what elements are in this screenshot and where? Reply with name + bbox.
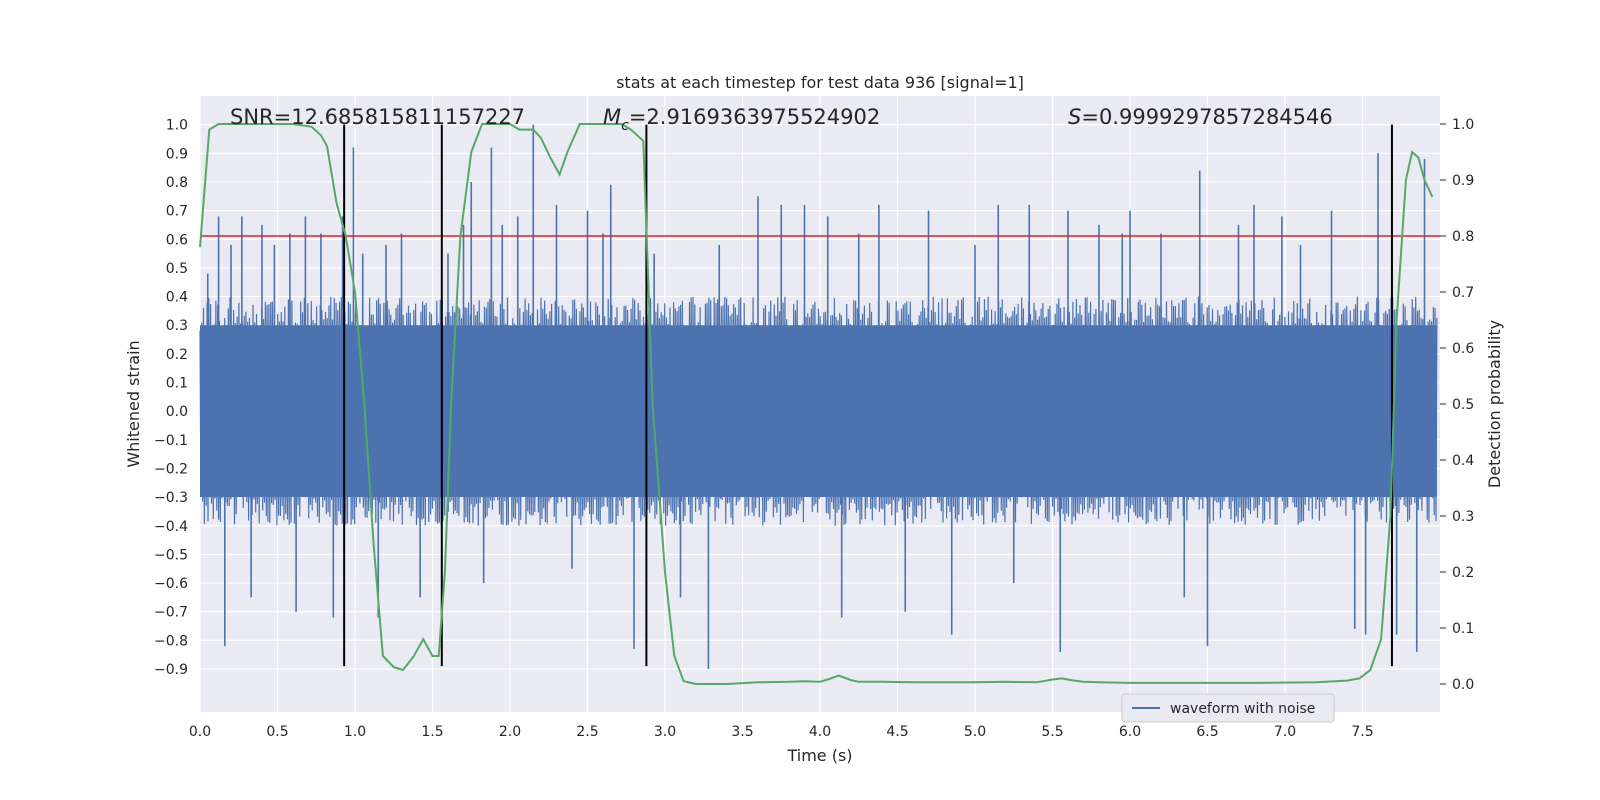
y-left-tick-label-6: 0.4 [166,290,188,306]
y-right-tick-label-7: 0.3 [1452,509,1474,525]
waveform-core-band [200,325,1437,498]
x-tick-label-13: 6.5 [1196,724,1218,740]
y-right-tick-label-5: 0.5 [1452,397,1474,413]
y-left-tick-labels: 1.0 0.9 0.8 0.7 0.6 0.5 0.4 0.3 0.2 0.1 0.0 −0.1 −0.… [154,118,188,678]
y-left-tick-label-16: −0.6 [154,576,188,592]
x-tick-labels: 0.0 0.5 1.0 1.5 2.0 2.5 3.0 3.5 4.0 4.5 5.0 5.5 6.0 6… [189,724,1374,740]
x-tick-label-2: 1.0 [344,724,366,740]
x-tick-label-0: 0.0 [189,724,211,740]
x-tick-label-9: 4.5 [886,724,908,740]
y-left-tick-label-14: −0.4 [154,519,188,535]
y-right-tick-label-10: 0.0 [1452,677,1474,693]
y-right-tick-label-6: 0.4 [1452,453,1474,469]
y-right-tick-label-9: 0.1 [1452,621,1474,637]
y-left-tick-label-4: 0.6 [166,232,188,248]
legend-entry-waveform: waveform with noise [1170,701,1315,717]
chirp-mass-annotation: Mc=2.9169363975524902 [603,105,880,134]
x-tick-label-1: 0.5 [266,724,288,740]
detection-probability-series [199,123,1434,685]
x-tick-label-3: 1.5 [421,724,443,740]
legend: waveform with noise [1121,693,1335,723]
y-right-tick-label-3: 0.7 [1452,285,1474,301]
y-axis-label-right: Detection probability [1485,320,1504,488]
y-left-tick-label-18: −0.8 [154,633,188,649]
chart-title: stats at each timestep for test data 936… [616,73,1024,92]
y-right-tick-labels: 1.0 0.9 0.8 0.7 0.6 0.5 0.4 0.3 0.2 0.1 0.0 [1440,117,1474,693]
x-tick-label-15: 7.5 [1351,724,1373,740]
x-tick-label-6: 3.0 [654,724,676,740]
y-right-tick-label-2: 0.8 [1452,229,1474,245]
x-tick-label-5: 2.5 [576,724,598,740]
score-annotation: S=0.9999297857284546 [1068,105,1333,129]
waveform-series [199,124,1438,670]
y-left-tick-label-7: 0.3 [166,318,188,334]
legend-box [1121,693,1335,723]
y-left-tick-label-3: 0.7 [166,204,188,220]
y-left-tick-label-5: 0.5 [166,261,188,277]
y-left-tick-label-15: −0.5 [154,547,188,563]
y-left-tick-label-2: 0.8 [166,175,188,191]
y-right-tick-label-8: 0.2 [1452,565,1474,581]
x-tick-label-7: 3.5 [731,724,753,740]
chirp-mass-symbol: M [603,105,621,129]
y-left-tick-label-13: −0.3 [154,490,188,506]
x-tick-label-11: 5.5 [1041,724,1063,740]
x-tick-label-10: 5.0 [964,724,986,740]
x-tick-label-8: 4.0 [809,724,831,740]
y-axis-label-left: Whitened strain [124,340,143,467]
y-left-tick-label-19: −0.9 [154,662,188,678]
y-left-tick-label-11: −0.1 [154,433,188,449]
y-left-tick-label-9: 0.1 [166,376,188,392]
y-left-tick-label-12: −0.2 [154,461,188,477]
y-left-tick-label-0: 1.0 [166,118,188,134]
y-left-tick-label-10: 0.0 [166,404,188,420]
y-right-tick-label-4: 0.6 [1452,341,1474,357]
score-value: =0.9999297857284546 [1081,105,1332,129]
y-left-tick-label-17: −0.7 [154,605,188,621]
x-axis-label: Time (s) [786,746,852,765]
snr-annotation: SNR=12.685815811157227 [230,105,525,129]
x-tick-label-12: 6.0 [1119,724,1141,740]
x-tick-label-4: 2.0 [499,724,521,740]
score-symbol: S [1068,105,1081,129]
y-left-tick-label-8: 0.2 [166,347,188,363]
y-left-tick-label-1: 0.9 [166,146,188,162]
y-right-tick-label-0: 1.0 [1452,117,1474,133]
detection-probability-line [199,123,1434,685]
y-right-tick-label-1: 0.9 [1452,173,1474,189]
x-tick-label-14: 7.0 [1274,724,1296,740]
chirp-mass-subscript: c [621,118,629,134]
chirp-mass-value: =2.9169363975524902 [629,105,880,129]
